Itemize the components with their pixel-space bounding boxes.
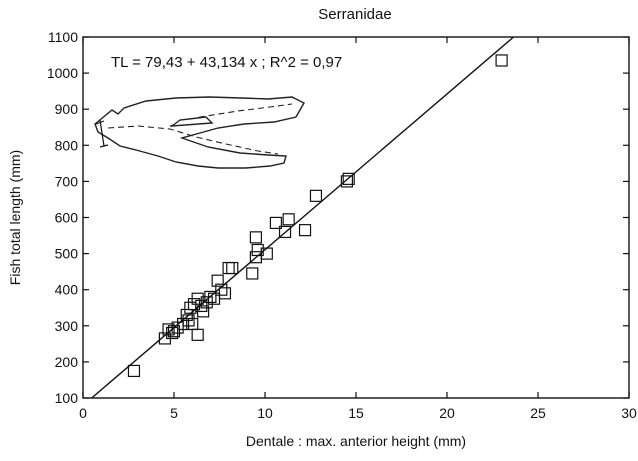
data-points xyxy=(127,54,508,378)
data-point xyxy=(222,261,235,275)
data-point xyxy=(260,247,273,260)
x-tick-label: 0 xyxy=(79,405,87,421)
data-point xyxy=(495,54,508,67)
data-point xyxy=(249,231,262,244)
y-axis: 100 200 300 400 500 600 700 800 900 1000 1100 xyxy=(47,29,629,406)
data-point xyxy=(204,290,217,304)
data-point xyxy=(309,189,323,202)
y-axis-title: Fish total length (mm) xyxy=(7,150,23,285)
x-tick-label: 15 xyxy=(348,405,364,421)
regression-equation: TL = 79,43 + 43,134 x ; R^2 = 0,97 xyxy=(111,54,342,71)
data-point xyxy=(278,225,292,239)
x-tick-label: 5 xyxy=(170,405,178,421)
data-point xyxy=(167,325,181,338)
regression-line xyxy=(91,36,515,399)
y-tick-label: 1100 xyxy=(48,29,78,45)
x-axis-title: Dentale : max. anterior height (mm) xyxy=(246,433,466,449)
data-point xyxy=(226,261,239,275)
y-tick-label: 400 xyxy=(55,282,79,298)
data-point xyxy=(298,224,312,237)
data-point xyxy=(211,274,224,287)
y-tick-label: 200 xyxy=(55,354,79,370)
data-point xyxy=(251,243,264,257)
chart-title: Serranidae xyxy=(318,6,391,23)
data-point xyxy=(182,314,195,327)
data-point xyxy=(191,292,204,305)
dentale-bone-illustration xyxy=(94,96,305,169)
data-point xyxy=(340,175,353,188)
y-tick-label: 800 xyxy=(55,137,79,153)
data-point xyxy=(191,328,204,341)
data-point xyxy=(282,213,295,226)
x-tick-label: 30 xyxy=(621,405,637,421)
y-tick-label: 100 xyxy=(55,390,79,406)
x-axis: 0 5 10 15 20 25 30 xyxy=(79,37,637,421)
y-tick-label: 900 xyxy=(55,101,79,117)
y-tick-label: 300 xyxy=(55,318,79,334)
data-point xyxy=(342,172,355,185)
data-point xyxy=(197,305,210,318)
y-tick-label: 600 xyxy=(55,210,79,226)
data-point xyxy=(246,267,259,280)
y-tick-label: 500 xyxy=(55,246,79,262)
y-tick-label: 700 xyxy=(55,173,79,189)
x-tick-label: 10 xyxy=(257,405,273,421)
data-point xyxy=(269,216,283,230)
y-tick-label: 1000 xyxy=(47,65,78,81)
data-point xyxy=(215,283,228,296)
data-point xyxy=(218,287,232,300)
x-tick-label: 20 xyxy=(439,405,455,421)
data-point xyxy=(127,364,141,378)
x-tick-label: 25 xyxy=(530,405,546,421)
